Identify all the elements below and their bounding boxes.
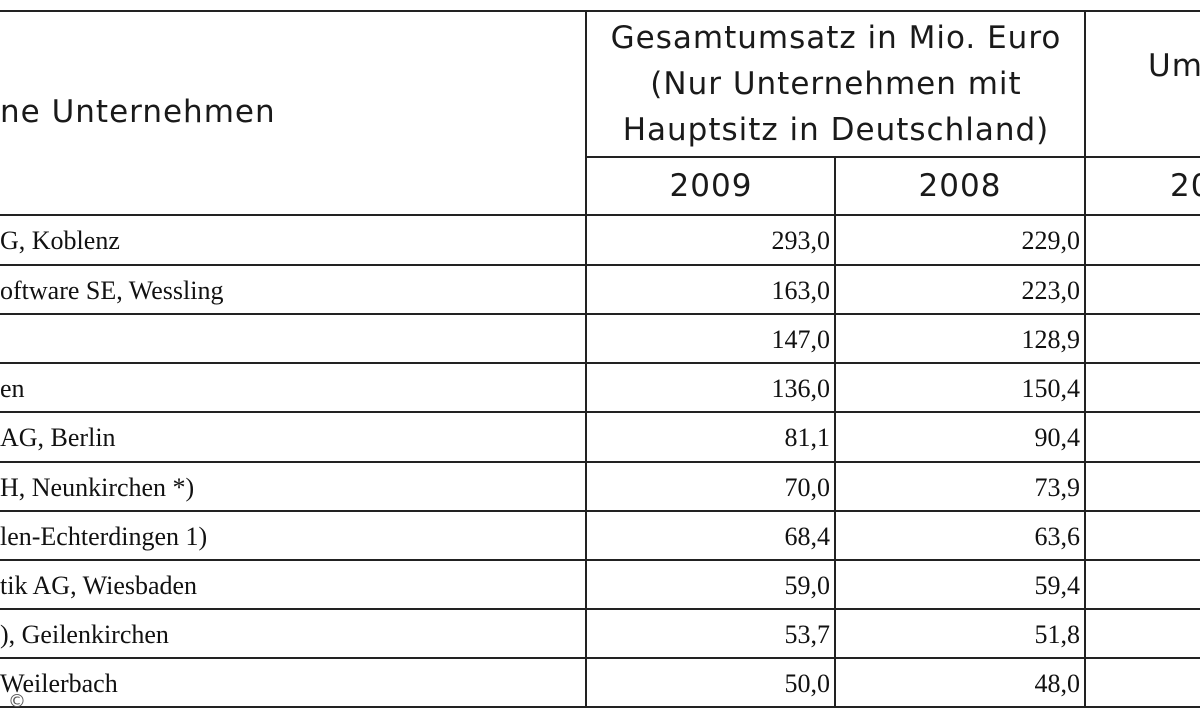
- col-divider-right: [1084, 10, 1086, 708]
- value-2008: 229,0: [1021, 226, 1081, 255]
- value-2008: 223,0: [1021, 276, 1081, 305]
- row-line: [0, 510, 1200, 512]
- revenue-header-line-1: Gesamtumsatz in Mio. Euro: [610, 20, 1062, 56]
- cut-header-year: 20: [1170, 168, 1200, 204]
- revenue-header-line-2: (Nur Unternehmen mit: [650, 66, 1022, 102]
- value-2009: 81,1: [784, 423, 831, 452]
- value-2008: 128,9: [1021, 325, 1081, 354]
- col-divider-years: [834, 156, 836, 708]
- row-line: [0, 264, 1200, 266]
- company-name: oftware SE, Wessling: [0, 276, 224, 305]
- value-2009: 53,7: [784, 620, 831, 649]
- row-line: [0, 461, 1200, 463]
- company-name: len-Echterdingen 1): [0, 522, 208, 551]
- row-line: [0, 411, 1200, 413]
- value-2009: 163,0: [771, 276, 831, 305]
- company-name: tik AG, Wiesbaden: [0, 571, 198, 600]
- year-2008-header: 2008: [918, 168, 1002, 204]
- company-name: G, Koblenz: [0, 226, 120, 255]
- col-divider-name: [585, 10, 587, 708]
- header-year-divider: [586, 156, 1200, 158]
- value-2009: 136,0: [771, 374, 831, 403]
- value-2009: 70,0: [784, 473, 831, 502]
- row-line: [0, 608, 1200, 610]
- table-border-top: [0, 10, 1200, 12]
- table-border-bottom: [0, 706, 1200, 708]
- value-2008: 51,8: [1034, 620, 1081, 649]
- value-2009: 68,4: [784, 522, 831, 551]
- value-2009: 147,0: [771, 325, 831, 354]
- revenue-header-line-3: Hauptsitz in Deutschland): [622, 112, 1050, 148]
- company-name: en: [0, 374, 25, 403]
- value-2009: 59,0: [784, 571, 831, 600]
- row-line: [0, 362, 1200, 364]
- value-2008: 48,0: [1034, 669, 1081, 698]
- row-line: [0, 313, 1200, 315]
- row-line: [0, 657, 1200, 659]
- value-2009: 293,0: [771, 226, 831, 255]
- value-2009: 50,0: [784, 669, 831, 698]
- value-2008: 63,6: [1034, 522, 1081, 551]
- value-2008: 73,9: [1034, 473, 1081, 502]
- year-2009-header: 2009: [669, 168, 753, 204]
- value-2008: 90,4: [1034, 423, 1081, 452]
- company-name: Weilerbach: [0, 669, 118, 698]
- company-name: H, Neunkirchen *): [0, 473, 195, 502]
- header-bottom-line: [0, 214, 1200, 216]
- value-2008: 59,4: [1034, 571, 1081, 600]
- row-line: [0, 559, 1200, 561]
- copyright-watermark: ©: [8, 691, 26, 712]
- value-2008: 150,4: [1021, 374, 1081, 403]
- company-column-header: ne Unternehmen: [0, 94, 276, 130]
- cut-header-title: Um: [1148, 48, 1200, 84]
- company-name: AG, Berlin: [0, 423, 116, 452]
- company-name: ), Geilenkirchen: [0, 620, 169, 649]
